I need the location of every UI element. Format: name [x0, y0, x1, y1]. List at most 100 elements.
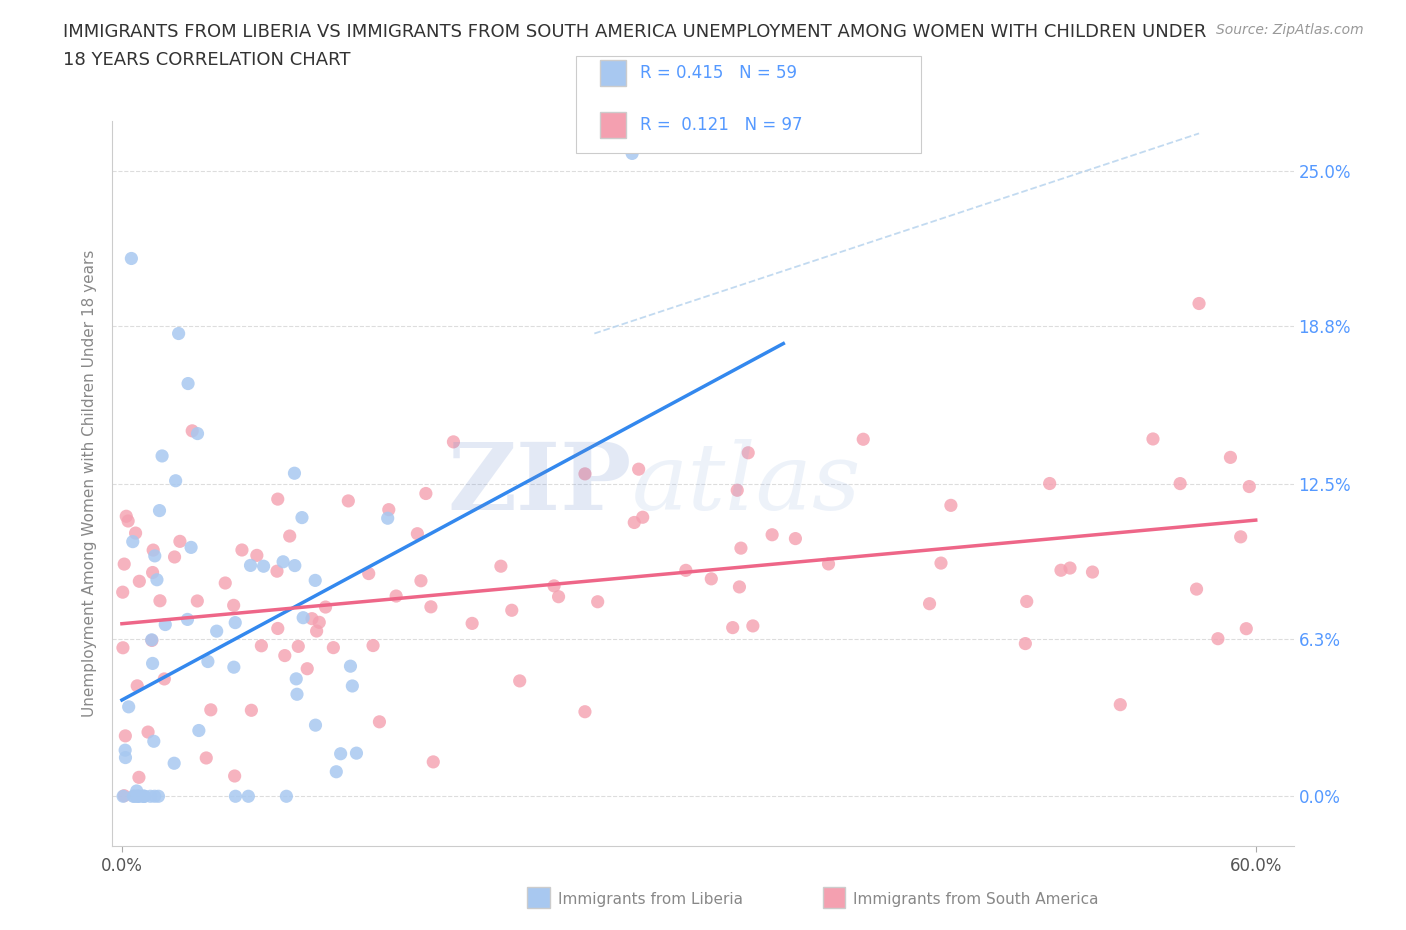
Point	[1206, 631, 1229, 646]
Point	[574, 467, 596, 482]
Point	[329, 746, 352, 761]
Point	[357, 566, 380, 581]
Point	[186, 593, 208, 608]
Point	[112, 789, 135, 804]
Point	[939, 498, 962, 512]
Point	[322, 640, 344, 655]
Point	[200, 702, 222, 717]
Point	[721, 620, 744, 635]
Point	[574, 704, 596, 719]
Point	[283, 466, 305, 481]
Point	[142, 656, 165, 671]
Point	[441, 434, 464, 449]
Point	[297, 661, 319, 676]
Point	[132, 789, 155, 804]
Point	[146, 572, 169, 587]
Point	[246, 548, 269, 563]
Point	[165, 473, 187, 488]
Point	[163, 756, 186, 771]
Point	[114, 751, 136, 765]
Point	[501, 603, 523, 618]
Point	[128, 770, 150, 785]
Point	[134, 789, 156, 804]
Point	[1234, 621, 1257, 636]
Point	[1014, 636, 1036, 651]
Point	[586, 594, 609, 609]
Point	[621, 146, 644, 161]
Point	[127, 678, 149, 693]
Point	[142, 542, 165, 557]
Point	[292, 610, 315, 625]
Point	[1185, 581, 1208, 596]
Point	[139, 789, 162, 804]
Point	[132, 789, 155, 804]
Point	[1109, 698, 1132, 712]
Point	[127, 789, 149, 804]
Text: Immigrants from Liberia: Immigrants from Liberia	[558, 892, 744, 907]
Point	[267, 621, 290, 636]
Point	[325, 764, 347, 779]
Point	[143, 789, 166, 804]
Point	[305, 624, 328, 639]
Point	[195, 751, 218, 765]
Point	[127, 789, 149, 804]
Point	[761, 527, 783, 542]
Point	[730, 540, 752, 555]
Point	[918, 596, 941, 611]
Point	[385, 589, 408, 604]
Point	[239, 558, 262, 573]
Point	[304, 573, 326, 588]
Point	[167, 326, 190, 341]
Point	[267, 492, 290, 507]
Point	[785, 531, 807, 546]
Text: atlas: atlas	[633, 439, 862, 528]
Point	[304, 718, 326, 733]
Point	[117, 513, 139, 528]
Point	[725, 483, 748, 498]
Point	[114, 728, 136, 743]
Point	[149, 593, 172, 608]
Point	[377, 511, 399, 525]
Point	[177, 376, 200, 391]
Point	[238, 789, 260, 804]
Point	[115, 509, 138, 524]
Point	[623, 515, 645, 530]
Point	[111, 585, 134, 600]
Point	[205, 624, 228, 639]
Point	[308, 615, 330, 630]
Point	[287, 639, 309, 654]
Point	[121, 534, 143, 549]
Point	[252, 559, 274, 574]
Point	[1188, 296, 1211, 311]
Point	[181, 423, 204, 438]
Text: R = 0.415   N = 59: R = 0.415 N = 59	[640, 64, 797, 83]
Point	[224, 768, 246, 783]
Point	[142, 565, 165, 580]
Point	[148, 789, 170, 804]
Point	[240, 703, 263, 718]
Point	[276, 789, 298, 804]
Point	[419, 600, 441, 615]
Point	[342, 679, 364, 694]
Point	[368, 714, 391, 729]
Point	[285, 671, 308, 686]
Point	[1142, 432, 1164, 446]
Point	[1039, 476, 1062, 491]
Point	[1050, 563, 1073, 578]
Point	[929, 555, 952, 570]
Point	[271, 554, 294, 569]
Point	[631, 510, 654, 525]
Point	[114, 743, 136, 758]
Point	[186, 426, 208, 441]
Point	[250, 638, 273, 653]
Point	[112, 789, 135, 804]
Point	[214, 576, 236, 591]
Text: Source: ZipAtlas.com: Source: ZipAtlas.com	[1216, 23, 1364, 37]
Point	[675, 563, 697, 578]
Point	[543, 578, 565, 593]
Text: Immigrants from South America: Immigrants from South America	[853, 892, 1099, 907]
Point	[741, 618, 763, 633]
Point	[197, 654, 219, 669]
Point	[1059, 561, 1081, 576]
Point	[128, 789, 150, 804]
